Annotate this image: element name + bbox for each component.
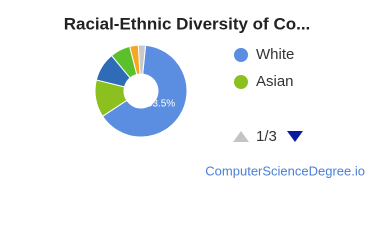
legend-label: Asian: [256, 73, 294, 90]
chart-title: Racial-Ethnic Diversity of Co...: [64, 14, 311, 33]
slice: [137, 44, 147, 75]
source-link[interactable]: ComputerScienceDegree.io: [205, 163, 365, 178]
legend-swatch: [234, 48, 248, 62]
pager: 1/3: [256, 128, 277, 145]
page-up[interactable]: [233, 131, 249, 142]
widget: Racial-Ethnic Diversity of Co... 1/3 Com…: [64, 14, 365, 178]
legend-label: White: [256, 46, 294, 63]
legend-swatch: [234, 75, 248, 89]
slice: [101, 44, 188, 138]
value-label: 63.5%: [147, 99, 175, 110]
page-down[interactable]: [287, 131, 303, 142]
